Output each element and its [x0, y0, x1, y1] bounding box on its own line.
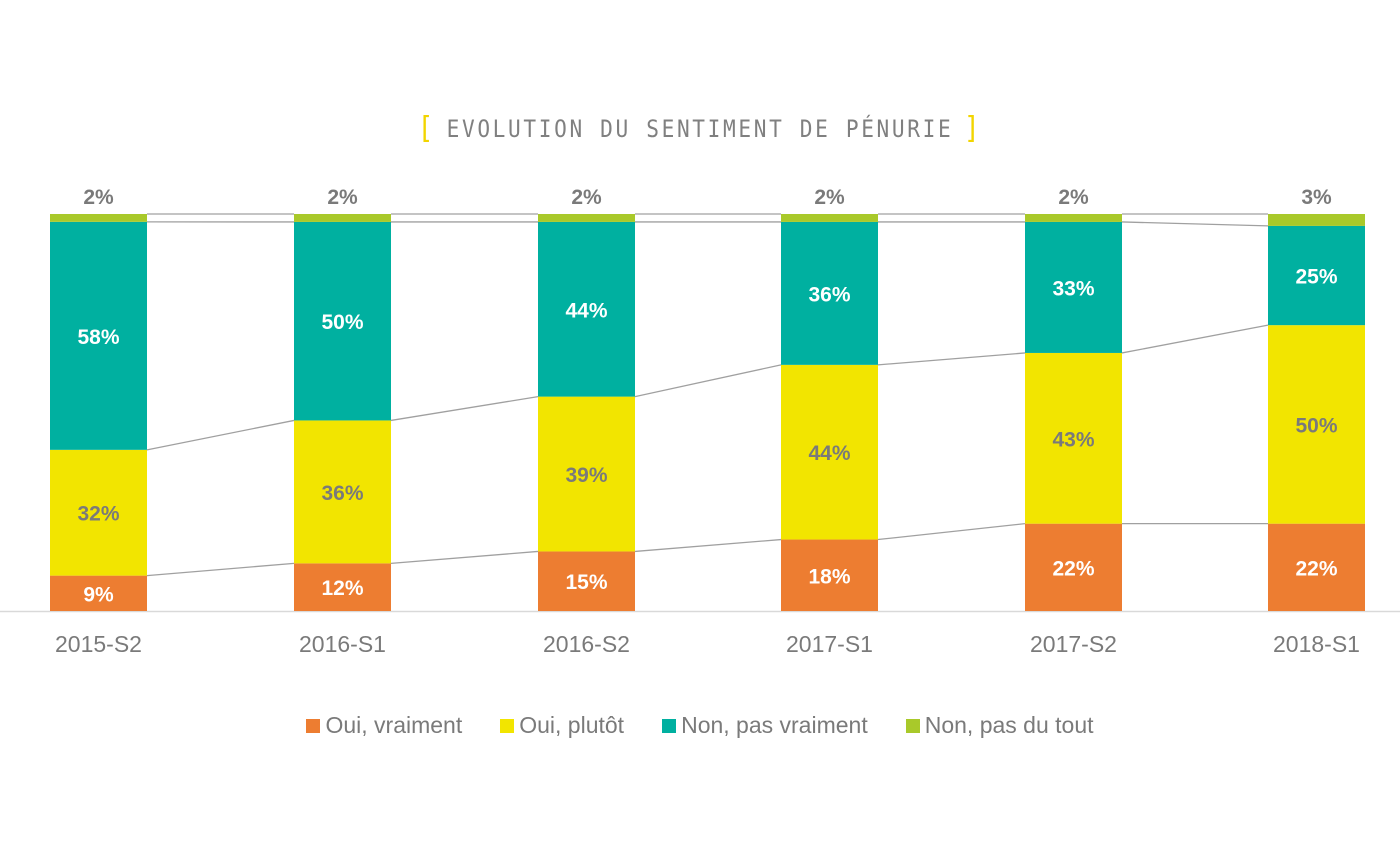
series-connector-line: [146, 419, 295, 451]
bar-segment: [781, 214, 878, 222]
x-tick-label: 2016-S2: [543, 631, 630, 657]
x-tick-label: 2018-S1: [1273, 631, 1360, 657]
bar-segment: [1025, 214, 1122, 222]
bar-segment: [1025, 523, 1122, 611]
bar-segment: [1268, 325, 1365, 524]
data-label: 32%: [77, 503, 119, 526]
bar-segment: [50, 449, 147, 576]
data-label: 39%: [565, 464, 607, 487]
data-label: 2%: [327, 186, 358, 209]
data-label: 15%: [565, 571, 607, 594]
series-connector-line: [634, 364, 782, 398]
bar-segment: [294, 563, 391, 611]
data-label: 36%: [808, 283, 850, 306]
legend-label: Non, pas du tout: [924, 712, 1094, 738]
bar-segment: [50, 214, 147, 222]
x-tick-label: 2016-S1: [299, 631, 386, 657]
legend-swatch-icon: [500, 718, 515, 733]
data-label: 44%: [565, 299, 607, 322]
data-label: 9%: [83, 583, 114, 606]
legend-label: Non, pas vraiment: [681, 712, 868, 738]
bar-segment: [781, 539, 878, 611]
data-label: 2%: [814, 186, 845, 209]
bar-segment: [50, 221, 147, 450]
x-tick-label: 2015-S2: [55, 631, 142, 657]
x-tick-label: 2017-S2: [1030, 631, 1117, 657]
bar-segment: [1268, 523, 1365, 611]
data-label: 12%: [321, 577, 363, 600]
series-connector-line: [390, 395, 539, 422]
legend-label: Oui, plutôt: [519, 712, 625, 738]
legend-swatch-icon: [306, 718, 321, 733]
series-connector-line: [390, 550, 539, 565]
bar-segment: [50, 575, 147, 611]
legend-item: Oui, vraiment: [306, 712, 462, 739]
x-tick-label: 2017-S1: [786, 631, 873, 657]
series-connector-line: [877, 523, 1026, 541]
chart-title-text: EVOLUTION DU SENTIMENT DE PÉNURIE: [446, 115, 954, 143]
bar-segment: [294, 214, 391, 222]
title-right-bracket: ]: [963, 111, 983, 146]
data-label: 22%: [1295, 557, 1337, 580]
data-label: 22%: [1052, 557, 1094, 580]
legend-swatch-icon: [662, 718, 677, 733]
legend-label: Oui, vraiment: [325, 712, 463, 738]
bar-segment: [781, 364, 878, 540]
chart-title: [ EVOLUTION DU SENTIMENT DE PÉNURIE]: [407, 110, 993, 146]
data-label: 50%: [1295, 414, 1337, 437]
stacked-bar-chart: 9% 32% 58% 2% 2015-S2 12% 36% 50% 2% 2016-S1 15% 39…: [0, 186, 1400, 657]
data-label: 2%: [571, 186, 602, 209]
bar-segment: [781, 221, 878, 365]
data-label: 36%: [321, 482, 363, 505]
legend-item: Non, pas vraiment: [662, 712, 868, 739]
legend-swatch-icon: [905, 718, 920, 733]
series-connector-line: [1121, 324, 1269, 354]
data-label: 2%: [83, 186, 114, 209]
data-label: 44%: [808, 442, 850, 465]
legend-item: Oui, plutôt: [500, 712, 624, 739]
bar-segment: [538, 221, 635, 397]
data-label: 50%: [321, 311, 363, 334]
data-label: 58%: [77, 326, 119, 349]
bar-segment: [1025, 352, 1122, 524]
data-label: 18%: [808, 565, 850, 588]
data-label: 3%: [1301, 186, 1332, 209]
bar-segment: [1025, 221, 1122, 353]
data-label: 2%: [1058, 186, 1089, 209]
data-label: 43%: [1052, 428, 1094, 451]
bar-segment: [1268, 225, 1365, 326]
bar-segment: [538, 396, 635, 552]
series-connector-line: [877, 352, 1026, 366]
bar-segment: [1268, 214, 1365, 226]
title-left-bracket: [: [417, 111, 437, 146]
legend-item: Non, pas du tout: [905, 712, 1094, 739]
data-label: 25%: [1295, 266, 1337, 289]
series-connector-line: [146, 562, 295, 577]
bar-segment: [294, 221, 391, 421]
bar-segment: [538, 551, 635, 611]
bar-segment: [294, 420, 391, 564]
chart-title-block: [ EVOLUTION DU SENTIMENT DE PÉNURIE]: [0, 110, 1400, 146]
series-connector-line: [634, 538, 782, 553]
series-connector-line: [1121, 221, 1269, 227]
bar-segment: [538, 214, 635, 222]
data-label: 33%: [1052, 277, 1094, 300]
chart-legend: Oui, vraiment Oui, plutôt Non, pas vraimen…: [0, 712, 1400, 739]
